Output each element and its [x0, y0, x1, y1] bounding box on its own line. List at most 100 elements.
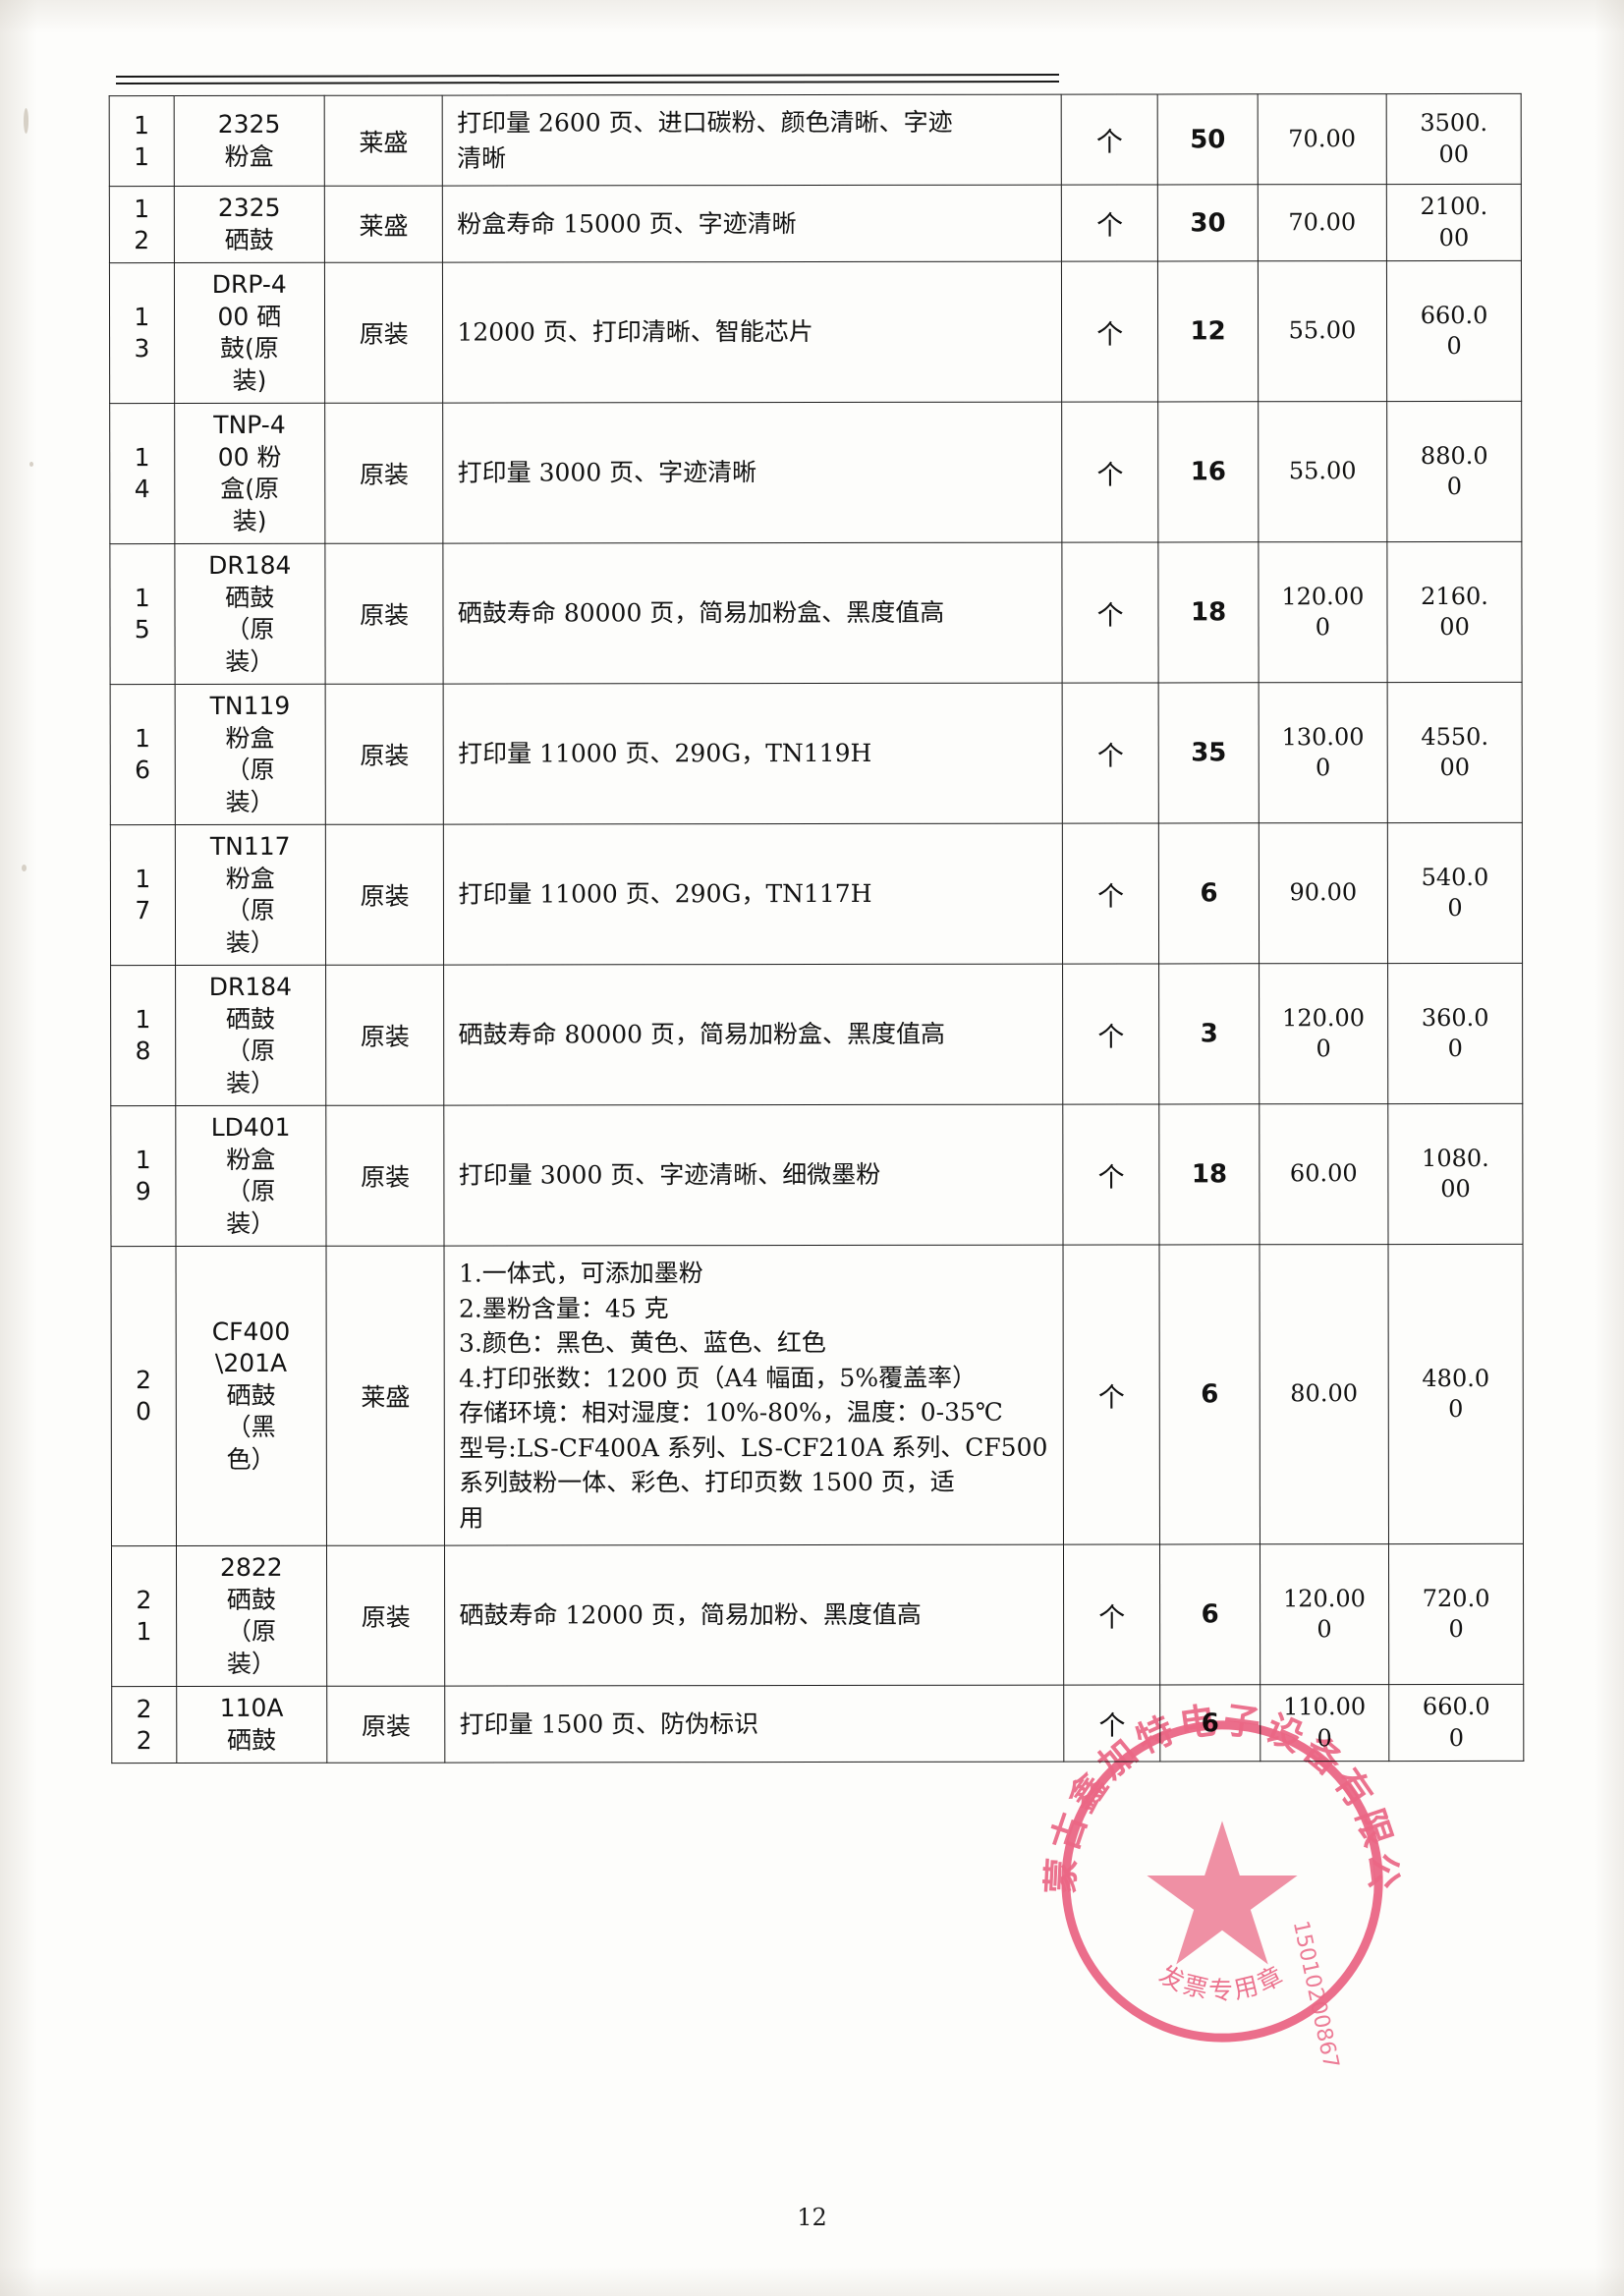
table-row: 1 2 2325 硒鼓 莱盛 粉盒寿命 15000 页、字迹清晰个 30 70.00 2100.… — [109, 184, 1522, 263]
item-brand-cell: 莱盛 — [324, 95, 443, 187]
item-name-cell: TNP-4 00 粉盒(原 装) — [174, 403, 325, 544]
item-description-cell: 打印量 3000 页、字迹清晰 — [443, 402, 1062, 544]
item-unit-cell: 个 — [1062, 822, 1159, 965]
item-unit-cell: 个 — [1063, 1684, 1161, 1763]
paper-speck — [29, 462, 33, 467]
table-row: 1 9 LD401 粉盒 （原 装） 原装 打印量 3000 页、字迹清晰、细微墨粉个 18 60… — [110, 1103, 1524, 1247]
table-row: 1 1 2325 粉盒 莱盛 打印量 2600 页、进口碳粉、颜色清晰、字迹 清晰个 50 70… — [109, 93, 1522, 187]
item-name-cell: TN119 粉盒 （原 装） — [174, 684, 326, 825]
item-description-cell: 打印量 2600 页、进口碳粉、颜色清晰、字迹 清晰 — [442, 94, 1062, 187]
item-brand-cell: 原装 — [325, 684, 444, 825]
item-quantity-cell: 16 — [1158, 401, 1259, 542]
item-total-price-cell: 880.0 0 — [1386, 401, 1522, 542]
item-quantity-cell: 35 — [1158, 682, 1260, 823]
item-unit-price-cell: 90.00 — [1259, 822, 1388, 964]
item-brand-cell: 原装 — [324, 403, 444, 544]
item-unit-price-cell: 120.00 0 — [1258, 541, 1388, 683]
item-brand-cell: 原装 — [326, 1545, 446, 1687]
item-unit-price-cell: 120.00 0 — [1259, 963, 1388, 1104]
top-double-rule — [115, 73, 1060, 85]
item-name-cell: DR184 硒鼓 （原 装） — [174, 543, 326, 685]
table-row: 2 1 2822 硒鼓 （原 装） 原装 硒鼓寿命 12000 页，简易加粉、黑度值高个 6 12… — [111, 1543, 1524, 1687]
item-name-cell: 110A 硒鼓 — [176, 1686, 327, 1764]
item-name-cell: DR184 硒鼓 （原 装） — [175, 965, 326, 1106]
item-description-cell: 硒鼓寿命 80000 页，简易加粉盒、黑度值高 — [443, 964, 1063, 1106]
item-description-cell: 硒鼓寿命 80000 页，简易加粉盒、黑度值高 — [443, 542, 1063, 685]
item-total-price-cell: 360.0 0 — [1387, 963, 1523, 1104]
paper-speck — [550, 1174, 554, 1178]
item-name-cell: 2325 粉盒 — [173, 95, 325, 187]
item-unit-price-cell: 110.00 0 — [1260, 1684, 1389, 1762]
item-description-cell: 打印量 11000 页、290G，TN117H — [443, 823, 1063, 966]
item-unit-cell: 个 — [1061, 401, 1159, 543]
item-unit-cell: 个 — [1061, 260, 1159, 403]
table-row: 1 7 TN117 粉盒 （原 装） 原装 打印量 11000 页、290G，TN117H 个 6… — [110, 822, 1523, 966]
item-name-cell: TN117 粉盒 （原 装） — [175, 824, 326, 966]
item-name-cell: CF400 \201A 硒鼓 （黑 色） — [175, 1246, 327, 1546]
item-brand-cell: 莱盛 — [324, 186, 443, 263]
item-total-price-cell: 720.0 0 — [1388, 1543, 1524, 1685]
item-unit-price-cell: 60.00 — [1259, 1103, 1389, 1245]
item-brand-cell: 原装 — [325, 965, 445, 1106]
item-brand-cell: 原装 — [325, 824, 444, 966]
item-total-price-cell: 480.0 0 — [1388, 1244, 1524, 1544]
item-unit-cell: 个 — [1062, 682, 1159, 824]
item-name-cell: 2822 硒鼓 （原 装） — [176, 1545, 327, 1687]
item-description-cell: 硒鼓寿命 12000 页，简易加粉、黑度值高 — [444, 1544, 1064, 1687]
item-unit-cell: 个 — [1061, 541, 1159, 684]
item-quantity-cell: 6 — [1159, 1244, 1260, 1544]
item-description-cell: 1.一体式，可添加墨粉 2.墨粉含量：45 克 3.颜色：黑色、黄色、蓝色、红色 4.… — [444, 1245, 1064, 1546]
item-brand-cell: 原装 — [324, 262, 444, 404]
item-total-price-cell: 2100. 00 — [1386, 184, 1522, 261]
table-row: 2 0 CF400 \201A 硒鼓 （黑 色） 莱盛 1.一体式，可添加墨粉 2.墨粉含量：45… — [111, 1244, 1524, 1546]
item-unit-price-cell: 55.00 — [1258, 401, 1387, 542]
table-row: 1 5 DR184 硒鼓 （原 装） 原装 硒鼓寿命 80000 页，简易加粉盒、黑度值高个 1… — [109, 541, 1523, 685]
item-unit-price-cell: 70.00 — [1258, 184, 1387, 261]
items-table-wrapper: 1 1 2325 粉盒 莱盛 打印量 2600 页、进口碳粉、颜色清晰、字迹 清晰个 50 70… — [109, 93, 1525, 1764]
item-description-cell: 打印量 1500 页、防伪标识 — [445, 1685, 1064, 1764]
item-quantity-cell: 30 — [1157, 184, 1259, 261]
paper-speck — [24, 108, 28, 134]
item-total-price-cell: 1080. 00 — [1387, 1103, 1524, 1245]
item-total-price-cell: 540.0 0 — [1387, 822, 1523, 964]
item-unit-cell: 个 — [1061, 184, 1158, 262]
item-quantity-cell: 18 — [1158, 541, 1259, 683]
item-total-price-cell: 660.0 0 — [1388, 1684, 1524, 1762]
item-description-cell: 打印量 11000 页、290G，TN119H — [443, 683, 1063, 825]
items-table: 1 1 2325 粉盒 莱盛 打印量 2600 页、进口碳粉、颜色清晰、字迹 清晰个 50 70… — [109, 93, 1525, 1764]
item-quantity-cell: 6 — [1159, 1543, 1260, 1685]
paper-speck — [22, 865, 27, 871]
item-unit-price-cell: 80.00 — [1259, 1244, 1389, 1544]
item-name-cell: DRP-4 00 硒鼓(原 装) — [174, 262, 325, 404]
item-brand-cell: 原装 — [326, 1686, 446, 1764]
item-quantity-cell: 12 — [1157, 260, 1259, 402]
item-name-cell: 2325 硒鼓 — [174, 186, 325, 263]
svg-text:发票专用章: 发票专用章 — [1154, 1960, 1290, 2005]
page-number: 12 — [797, 2204, 827, 2231]
item-unit-cell: 个 — [1062, 963, 1160, 1105]
item-quantity-cell: 3 — [1158, 963, 1260, 1104]
table-row: 2 2 110A 硒鼓 原装 打印量 1500 页、防伪标识个 6 110.00 0 660.0 0 — [111, 1684, 1524, 1764]
item-brand-cell: 莱盛 — [325, 1246, 445, 1546]
table-row: 1 6 TN119 粉盒 （原 装） 原装 打印量 11000 页、290G，TN119H 个 3… — [110, 682, 1523, 825]
item-unit-price-cell: 120.00 0 — [1260, 1543, 1389, 1685]
svg-text:1501020086769: 1501020086769 — [1288, 1919, 1349, 2067]
item-description-cell: 粉盒寿命 15000 页、字迹清晰 — [442, 185, 1062, 263]
table-row: 1 3 DRP-4 00 硒鼓(原 装) 原装 12000 页、打印清晰、智能芯片个 12 55… — [109, 260, 1522, 404]
item-total-price-cell: 3500. 00 — [1386, 93, 1522, 185]
item-total-price-cell: 4550. 00 — [1387, 682, 1523, 823]
item-name-cell: LD401 粉盒 （原 装） — [175, 1105, 326, 1247]
item-brand-cell: 原装 — [325, 1105, 445, 1247]
table-row: 1 4 TNP-4 00 粉盒(原 装) 原装 打印量 3000 页、字迹清晰个 16 55.0… — [109, 401, 1522, 544]
